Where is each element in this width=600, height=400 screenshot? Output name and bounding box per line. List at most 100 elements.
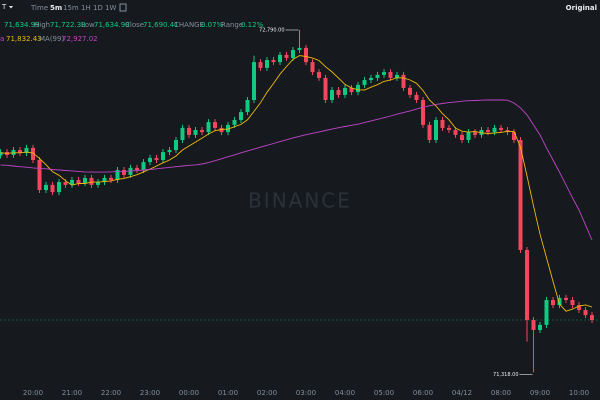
interval-1h[interactable]: 1H	[81, 4, 91, 12]
label: Low	[81, 21, 95, 29]
x-tick-label: 10:00	[569, 389, 589, 397]
candle-body	[245, 100, 250, 113]
x-tick-label: 21:00	[62, 389, 82, 397]
candle-body	[375, 74, 380, 78]
interval-1w[interactable]: 1W	[105, 4, 116, 12]
candle-body	[193, 130, 198, 135]
ma99-value: 72,927.02	[62, 35, 98, 43]
candle-body	[583, 310, 588, 316]
candle-body	[213, 122, 217, 128]
chart-type-icon[interactable]	[119, 3, 127, 12]
candle-body	[96, 182, 100, 185]
annotation-label: 71,318.00	[493, 372, 518, 378]
candle-body	[50, 184, 55, 193]
range-value: 0.12%	[241, 21, 264, 29]
candle-body	[148, 157, 152, 163]
candle-body	[343, 87, 347, 95]
x-tick-label: 08:00	[491, 389, 511, 397]
candle-body	[421, 100, 425, 125]
candle-body	[408, 87, 412, 95]
candle-body	[473, 132, 477, 135]
candle-body	[284, 54, 289, 58]
x-tick-label: 05:00	[374, 389, 394, 397]
candle-body	[154, 157, 159, 160]
candle-body	[278, 54, 282, 63]
candle-body	[512, 132, 516, 140]
candle-body	[564, 297, 568, 300]
candle-body	[187, 127, 191, 135]
original-tab[interactable]: Original	[566, 4, 597, 12]
candle-body	[323, 77, 328, 100]
x-tick-label: 23:00	[140, 389, 160, 397]
candle-body	[356, 84, 360, 93]
high-value: 71,722.38	[50, 21, 86, 29]
x-tick-label: 04:00	[335, 389, 355, 397]
candle-body	[531, 320, 536, 330]
candle-body	[382, 72, 386, 75]
x-tick-label: 04/12	[452, 389, 472, 397]
candle-body	[291, 50, 295, 58]
candle-body	[518, 140, 523, 250]
candle-body	[349, 87, 354, 93]
candle-body	[226, 124, 230, 133]
candle-body	[128, 167, 133, 175]
low-value: 71,634.99	[94, 21, 130, 29]
x-tick-label: 02:00	[257, 389, 277, 397]
candle-body	[486, 130, 490, 133]
x-tick-label: 09:00	[530, 389, 550, 397]
candle-body	[447, 127, 451, 130]
candle-body	[252, 62, 256, 100]
candle-body	[161, 152, 165, 160]
candle-body	[434, 120, 438, 140]
candle-body	[557, 297, 562, 306]
candle-body	[304, 47, 308, 63]
symbol: T	[1, 3, 7, 11]
close-value: 71,690.41	[143, 21, 179, 29]
candle-body	[330, 90, 334, 100]
candle-body	[180, 127, 185, 140]
ma-line	[0, 55, 593, 312]
candle-body	[453, 130, 458, 135]
candle-body	[89, 177, 94, 185]
candle-body	[57, 182, 61, 193]
candle-body	[167, 150, 172, 153]
candle-body	[362, 80, 367, 85]
candle-body	[265, 60, 269, 68]
toolbar-label: Time	[30, 4, 48, 12]
candle-body	[122, 170, 126, 175]
x-tick-label: 22:00	[101, 389, 121, 397]
toolbar: T Time 5m 15m 1H 1D 1W Original 71,634.9…	[0, 3, 597, 43]
x-tick-label: 03:00	[296, 389, 316, 397]
candle-body	[551, 300, 555, 306]
candle-body	[369, 77, 373, 80]
interval-15m[interactable]: 15m	[63, 4, 79, 12]
candle-body	[590, 315, 594, 320]
candle-body	[37, 160, 42, 190]
annotation-label: 72,790.00	[259, 28, 284, 34]
candle-body	[460, 134, 464, 140]
candle-body	[206, 122, 211, 133]
candle-body	[174, 140, 178, 150]
x-tick-label: 06:00	[413, 389, 433, 397]
candle-body	[336, 90, 341, 95]
candle-body	[200, 130, 204, 133]
candle-body	[31, 147, 35, 160]
dropdown-icon[interactable]	[9, 6, 13, 9]
candle-body	[258, 62, 263, 68]
candle-body	[492, 127, 497, 133]
interval-1d[interactable]: 1D	[93, 4, 103, 12]
candle-body	[414, 94, 419, 100]
candle-body	[0, 152, 3, 156]
label: Close	[125, 21, 144, 29]
candle-body	[115, 170, 120, 180]
candle-body	[135, 167, 139, 170]
ma7-value: 71,832.43	[6, 35, 42, 43]
candle-body	[70, 180, 74, 185]
label: a	[0, 35, 4, 43]
interval-5m[interactable]: 5m	[50, 4, 62, 12]
label: CHANGE	[174, 21, 204, 29]
candle-body	[544, 300, 549, 325]
candle-body	[232, 120, 237, 125]
